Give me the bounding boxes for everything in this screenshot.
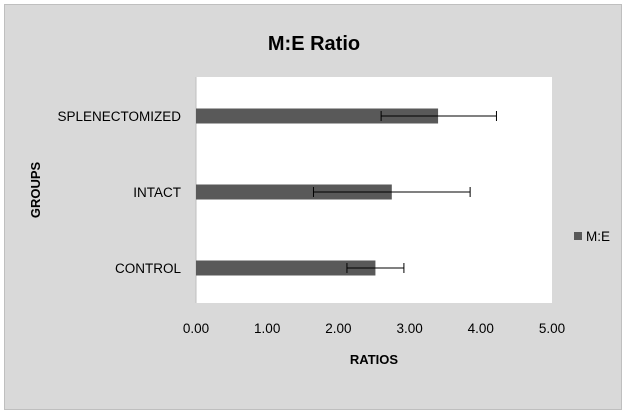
- x-axis-title: RATIOS: [350, 352, 398, 367]
- legend: M:E: [574, 229, 610, 244]
- legend-swatch: [574, 232, 582, 240]
- bars: [196, 108, 439, 276]
- x-tick-label: 5.00: [539, 321, 565, 336]
- y-axis-ticks: SPLENECTOMIZED INTACT CONTROL: [57, 109, 181, 276]
- x-tick-label: 3.00: [396, 321, 422, 336]
- error-bars: [312, 111, 497, 273]
- x-tick-label: 1.00: [254, 321, 280, 336]
- y-axis-title: GROUPS: [28, 162, 43, 219]
- x-axis-ticks: 0.00 1.00 2.00 3.00 4.00 5.00: [183, 321, 565, 336]
- chart-title: M:E Ratio: [268, 33, 360, 55]
- y-category-label: INTACT: [133, 185, 181, 200]
- x-tick-label: 0.00: [183, 321, 209, 336]
- bar: [196, 184, 392, 200]
- y-category-label: SPLENECTOMIZED: [57, 109, 181, 124]
- y-category-label: CONTROL: [115, 261, 181, 276]
- bar: [196, 108, 439, 124]
- x-tick-label: 2.00: [325, 321, 351, 336]
- bar: [196, 260, 376, 276]
- legend-label: M:E: [586, 229, 610, 244]
- x-tick-label: 4.00: [468, 321, 494, 336]
